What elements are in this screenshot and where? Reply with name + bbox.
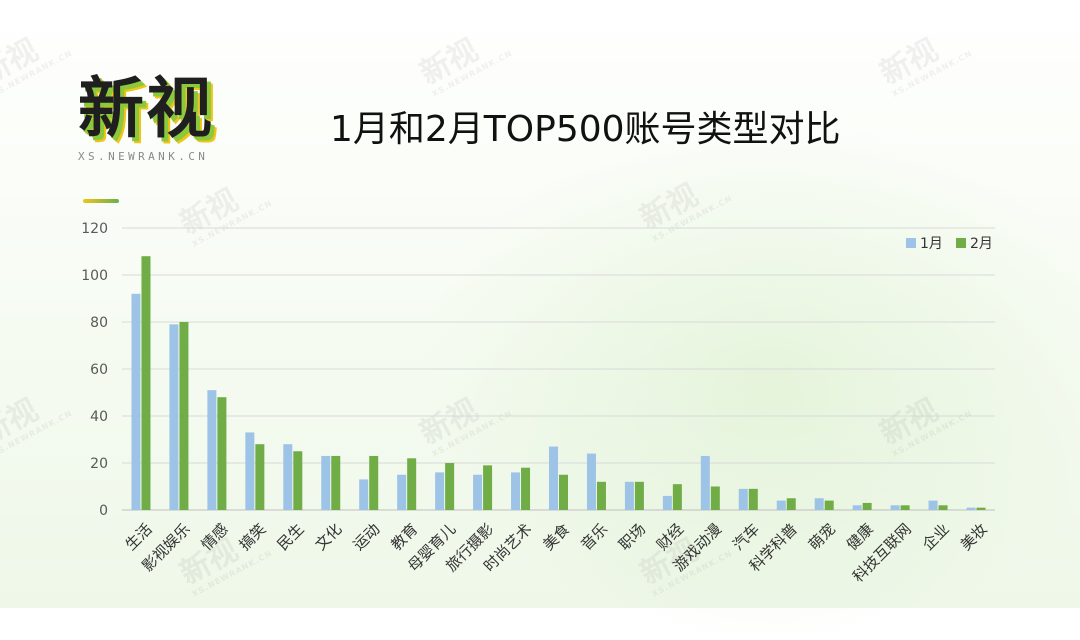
- bar: [131, 293, 141, 510]
- bar: [824, 500, 834, 510]
- bar: [900, 505, 910, 510]
- chart-title: 1月和2月TOP500账号类型对比: [330, 109, 841, 150]
- x-tick-label: 职场: [615, 520, 649, 554]
- bar: [928, 500, 938, 510]
- bar: [634, 481, 644, 510]
- x-tick-label: 汽车: [729, 520, 763, 554]
- x-tick-label: 美妆: [957, 520, 991, 554]
- bar: [890, 505, 900, 510]
- bar: [293, 451, 303, 510]
- background-glow: [420, 120, 1080, 640]
- x-tick-label: 美食: [539, 520, 573, 554]
- logo: 新视 XS.NEWRANK.CN: [78, 70, 214, 164]
- y-tick-label: 120: [81, 221, 108, 237]
- bar: [169, 324, 179, 510]
- y-tick-label: 100: [81, 268, 108, 284]
- bar: [445, 463, 455, 510]
- x-tick-label: 财经: [653, 520, 687, 554]
- logo-subtitle: XS.NEWRANK.CN: [78, 150, 209, 163]
- bar: [976, 507, 986, 510]
- bar: [245, 432, 255, 510]
- bar: [217, 397, 227, 510]
- bar: [786, 498, 796, 510]
- x-tick-label: 萌宠: [805, 520, 839, 554]
- bar: [549, 446, 558, 510]
- bar: [511, 472, 521, 510]
- bar: [672, 484, 682, 510]
- bar: [473, 474, 483, 510]
- bar: [938, 505, 948, 510]
- bar: [662, 495, 672, 510]
- bar: [321, 455, 331, 510]
- y-tick-label: 20: [90, 456, 108, 472]
- bar: [710, 486, 720, 510]
- bar: [407, 458, 417, 510]
- bar: [179, 322, 189, 510]
- legend-label: 1月: [920, 236, 943, 252]
- bar: [776, 500, 786, 510]
- bar: [966, 507, 976, 510]
- bar: [586, 453, 596, 510]
- bar: [700, 455, 710, 510]
- bar: [852, 505, 862, 510]
- x-tick-label: 运动: [350, 520, 384, 554]
- x-tick-label: 民生: [274, 520, 308, 554]
- y-tick-label: 0: [99, 503, 108, 519]
- bar: [331, 455, 341, 510]
- bar: [397, 474, 407, 510]
- legend-swatch: [906, 238, 916, 248]
- logo-accent-bar: [83, 199, 119, 203]
- y-tick-label: 40: [90, 409, 108, 425]
- y-tick-label: 80: [90, 315, 108, 331]
- bar: [141, 256, 151, 510]
- x-tick-label: 教育: [387, 520, 421, 554]
- bar: [369, 455, 379, 510]
- bar: [559, 474, 568, 510]
- legend-swatch: [956, 238, 966, 248]
- legend-label: 2月: [970, 236, 993, 252]
- x-tick-label: 企业: [919, 520, 953, 554]
- bar: [596, 481, 606, 510]
- bar: [521, 467, 531, 510]
- x-tick-label: 健康: [843, 520, 877, 554]
- x-tick-label: 音乐: [577, 520, 611, 554]
- bar: [207, 390, 217, 510]
- y-tick-label: 60: [90, 362, 108, 378]
- x-tick-label: 生活: [122, 520, 156, 554]
- bar: [483, 465, 493, 510]
- x-tick-label: 情感: [198, 520, 232, 554]
- logo-text: 新视: [78, 70, 214, 147]
- bar: [814, 498, 824, 510]
- bar: [359, 479, 369, 510]
- bar: [738, 488, 748, 510]
- x-tick-label: 搞笑: [236, 520, 270, 554]
- bar: [283, 444, 293, 510]
- x-tick-label: 文化: [312, 520, 346, 554]
- bar: [624, 481, 634, 510]
- bar: [255, 444, 265, 510]
- bar: [435, 472, 445, 510]
- bar: [862, 502, 872, 510]
- bar: [748, 488, 758, 510]
